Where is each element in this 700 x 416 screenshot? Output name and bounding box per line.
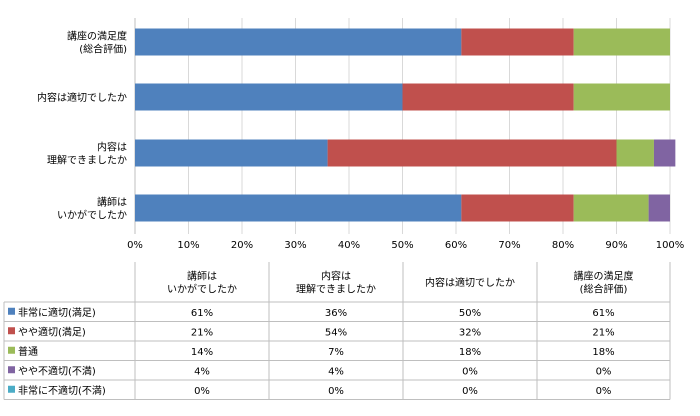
bar-segment-1-2 <box>616 139 654 167</box>
legend-label-1: やや適切(満足) <box>18 325 86 338</box>
category-label-1-1: 理解できましたか <box>47 154 127 167</box>
bar-segment-0-2 <box>573 194 649 222</box>
table-cell-3-0: 4% <box>194 366 210 377</box>
table-header-3-0: 講座の満足度 <box>574 270 634 283</box>
bar-segment-1-1 <box>327 139 617 167</box>
category-label-3-0: 講座の満足度 <box>67 30 127 43</box>
table-header-0-0: 講師は <box>187 270 217 283</box>
table-header-2-0: 内容は適切でしたか <box>425 276 515 289</box>
legend-label-4: 非常に不適切(不満) <box>18 384 106 397</box>
table-cell-4-2: 0% <box>462 386 478 397</box>
table-cell-3-1: 4% <box>328 366 344 377</box>
x-tick-2: 20% <box>231 240 253 251</box>
bar-segment-0-1 <box>461 194 574 222</box>
legend-swatch-2 <box>8 346 15 354</box>
table-cell-4-0: 0% <box>194 386 210 397</box>
x-tick-10: 100% <box>656 240 685 251</box>
bar-segment-2-2 <box>573 83 670 111</box>
legend-label-2: 普通 <box>18 345 38 358</box>
x-tick-0: 0% <box>127 240 143 251</box>
table-header-1-1: 理解できましたか <box>296 283 376 296</box>
bar-segment-3-0 <box>135 28 462 56</box>
table-header-3-1: (総合評価) <box>580 283 628 296</box>
table-cell-1-1: 54% <box>325 327 347 338</box>
legend-swatch-1 <box>8 327 15 335</box>
x-tick-3: 30% <box>284 240 306 251</box>
legend-swatch-3 <box>8 366 15 374</box>
table-cell-2-3: 18% <box>592 347 614 358</box>
table-cell-2-2: 18% <box>459 347 481 358</box>
bar-segment-2-0 <box>135 83 403 111</box>
x-tick-8: 80% <box>552 240 574 251</box>
table-cell-3-3: 0% <box>596 366 612 377</box>
bar-segment-0-3 <box>648 194 670 222</box>
table-cell-2-0: 14% <box>191 347 213 358</box>
bar-segment-0-0 <box>135 194 462 222</box>
bar-segment-3-1 <box>461 28 574 56</box>
bar-segment-1-0 <box>135 139 328 167</box>
legend-label-3: やや不適切(不満) <box>18 364 96 377</box>
legend-swatch-4 <box>8 385 15 393</box>
category-label-0-1: いかがでしたか <box>57 209 127 222</box>
bar-segment-3-2 <box>573 28 670 56</box>
table-cell-1-0: 21% <box>191 327 213 338</box>
table-header-1-0: 内容は <box>321 270 351 283</box>
x-tick-9: 90% <box>605 240 627 251</box>
table-cell-0-3: 61% <box>592 308 614 319</box>
legend-label-0: 非常に適切(満足) <box>18 306 96 319</box>
category-label-1-0: 内容は <box>97 141 127 154</box>
table-header-0-1: いかがでしたか <box>167 283 237 296</box>
category-label-0-0: 講師は <box>97 196 127 209</box>
table-cell-4-1: 0% <box>328 386 344 397</box>
table-cell-0-1: 36% <box>325 308 347 319</box>
category-label-3-1: (総合評価) <box>79 43 127 56</box>
x-tick-5: 50% <box>391 240 413 251</box>
table-cell-0-0: 61% <box>191 308 213 319</box>
category-label-2-0: 内容は適切でしたか <box>37 91 127 104</box>
table-cell-2-1: 7% <box>328 347 344 358</box>
bar-segment-2-1 <box>402 83 574 111</box>
table-cell-3-2: 0% <box>462 366 478 377</box>
x-tick-1: 10% <box>177 240 199 251</box>
x-tick-4: 40% <box>338 240 360 251</box>
x-tick-6: 60% <box>445 240 467 251</box>
bar-segment-1-3 <box>653 139 676 167</box>
x-tick-7: 70% <box>498 240 520 251</box>
bars <box>135 28 676 222</box>
x-tick-labels: 0% 10% 20% 30% 40% 50% 60% 70% 80% 90% 100% <box>127 240 684 251</box>
table-cell-4-3: 0% <box>596 386 612 397</box>
table-cell-1-2: 32% <box>459 327 481 338</box>
legend-swatch-0 <box>8 307 15 315</box>
table-cell-1-3: 21% <box>592 327 614 338</box>
table-cell-0-2: 50% <box>459 308 481 319</box>
